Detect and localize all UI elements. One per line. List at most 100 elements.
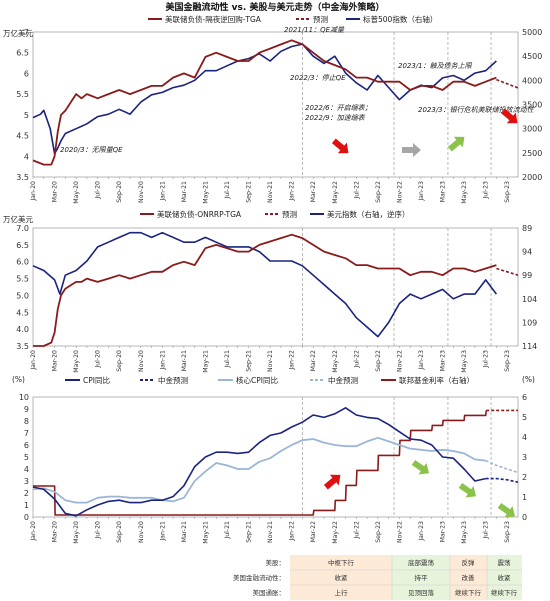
p2-plot-area <box>32 227 519 347</box>
x-tick-label: Sep-21 <box>246 521 253 543</box>
p1-x-ticks: Jan-20 Mar-20 May-20 Jul-20 Sep-20 Nov-20 Jan-… <box>30 177 511 204</box>
series-line-liquidity <box>33 233 497 347</box>
y-tick-label-left: 6.5 <box>16 241 29 250</box>
x-tick-label: Nov-20 <box>138 350 145 372</box>
y-tick-label-left: 5 <box>24 453 29 462</box>
p1-ann-debt-ceiling: 2023/1：触及债务上限 <box>398 62 473 70</box>
p1-ann-qe-taper: 2021/11：QE减量 <box>284 26 345 34</box>
x-tick-label: Jan-22 <box>289 181 296 202</box>
y-tick-label-right: 99 <box>522 271 532 280</box>
x-tick-label: Jul-22 <box>353 350 360 369</box>
p2-legend-dxy: 美元指数（右轴，逆序） <box>327 209 410 219</box>
y-tick-label-right: 94 <box>522 248 532 257</box>
x-tick-label: Sep-23 <box>504 350 511 372</box>
x-tick-label: Mar-21 <box>181 350 188 371</box>
x-tick-label: Sep-22 <box>375 181 382 203</box>
x-tick-label: Sep-21 <box>246 350 253 372</box>
y-tick-label-right: 3 <box>522 453 527 462</box>
y-tick-label-right: 4 <box>522 433 527 442</box>
y-tick-label-right: 2000 <box>522 173 542 182</box>
x-tick-label: Jan-23 <box>418 350 425 371</box>
y-tick-label-right: 3000 <box>522 125 542 134</box>
table-row-label-inflation: 美国通胀： <box>253 588 286 597</box>
x-tick-label: Jan-20 <box>30 521 37 542</box>
x-tick-label: Sep-20 <box>116 350 123 372</box>
y-tick-label-right: 2500 <box>522 149 542 158</box>
p3-x-ticks: Jan-20 Mar-20 May-20 Jul-20 Sep-20 Nov-20 Jan-… <box>30 517 511 544</box>
y-tick-label-left: 2 <box>24 489 29 498</box>
x-tick-label: Nov-20 <box>138 521 145 543</box>
y-tick-label-left: 9 <box>24 405 29 414</box>
p3-plot-area <box>32 396 519 518</box>
x-tick-label: Mar-22 <box>310 350 317 371</box>
y-tick-label-left: 7 <box>24 429 29 438</box>
p1-event-lines <box>302 32 492 177</box>
panel-2-legend: 美联储负债-ONRRP-TGA 预测 美元指数（右轴，逆序） <box>140 209 410 219</box>
x-tick-label: Jan-21 <box>159 350 166 371</box>
chart-title: 美国金融流动性 vs. 美股与美元走势（中金海外策略） <box>166 1 385 13</box>
x-tick-label: Sep-20 <box>116 181 123 203</box>
p3-legend-cpi: CPI同比 <box>83 375 110 385</box>
series-line-dxy <box>32 231 498 338</box>
table-cell: 持平 <box>415 573 429 582</box>
x-tick-label: Mar-22 <box>310 181 317 202</box>
table-cell: 继续下行 <box>491 588 518 597</box>
x-tick-label: Mar-23 <box>440 521 447 542</box>
y-tick-label-left: 4 <box>24 465 29 474</box>
series-line-core-cpi-forecast <box>485 459 519 474</box>
p3-legend-cpi-forecast: 中金预测 <box>158 375 188 385</box>
y-tick-label-left: 6 <box>24 441 29 450</box>
x-tick-label: Mar-21 <box>181 181 188 202</box>
x-tick-label: May-23 <box>461 521 468 544</box>
p1-ann-stop-qe: 2022/3：停止QE <box>290 74 346 82</box>
y-tick-label-left: 6.0 <box>16 258 29 267</box>
y-tick-label-left: 8 <box>24 417 29 426</box>
x-tick-label: Jan-21 <box>159 521 166 542</box>
x-tick-label: Jan-20 <box>30 350 37 371</box>
y-tick-label-left: 3.5 <box>16 173 29 182</box>
p1-arrow-flat-grey <box>402 143 421 157</box>
p3-ylabel-right: (%) <box>522 375 535 384</box>
y-tick-label-right: 104 <box>522 295 537 304</box>
x-tick-label: Jan-20 <box>30 181 37 202</box>
x-tick-label: Mar-20 <box>52 181 59 202</box>
series-line-liquidity-forecast <box>496 78 519 89</box>
x-tick-label: Sep-23 <box>504 181 511 203</box>
x-tick-label: May-20 <box>73 521 80 544</box>
p2-event-lines <box>302 228 492 346</box>
x-tick-label: Jul-21 <box>224 181 231 200</box>
p1-legend-forecast: 预测 <box>313 14 328 24</box>
p3-y-ticks-right: 0 1 2 3 4 5 6 <box>522 393 527 522</box>
table-cell: 中枢下行 <box>328 558 355 567</box>
x-tick-label: Jan-22 <box>289 521 296 542</box>
y-tick-label-left: 7 <box>24 28 29 37</box>
p1-ylabel: 万亿美元 <box>3 28 33 38</box>
y-tick-label-right: 1 <box>522 493 527 502</box>
y-tick-label-left: 4.0 <box>16 325 29 334</box>
y-tick-label-left: 7.0 <box>16 224 29 233</box>
series-line-liquidity <box>32 39 497 166</box>
p1-series <box>32 39 519 166</box>
x-tick-label: Jan-23 <box>418 181 425 202</box>
table-cell: 见顶回落 <box>408 588 435 597</box>
p1-y-ticks-left: 3.5 4 4.5 5 5.5 6 6.5 7 <box>16 28 29 182</box>
panel-3: (%) (%) CPI同比 中金预测 核心CPI同比 中金预测 联邦基金利率（右… <box>12 375 535 544</box>
y-tick-label-right: 3500 <box>522 101 542 110</box>
y-tick-label-left: 3.5 <box>16 342 29 351</box>
panel-2: 美联储负债-ONRRP-TGA 预测 美元指数（右轴，逆序） 万亿美元 3.5 4… <box>3 209 537 373</box>
x-tick-label: Jan-21 <box>159 181 166 202</box>
x-tick-label: Jul-20 <box>95 521 102 540</box>
x-tick-label: Nov-22 <box>396 181 403 203</box>
p3-arrow-up-red <box>323 474 341 490</box>
p1-legend-liquidity: 美联储负债-隔夜逆回购-TGA <box>165 14 262 24</box>
x-tick-label: Nov-21 <box>267 521 274 543</box>
x-tick-label: Jul-20 <box>95 350 102 369</box>
p3-event-lines <box>302 397 492 517</box>
table-row-label-stocks: 美股： <box>266 558 286 567</box>
y-tick-label-left: 10 <box>19 393 29 402</box>
x-tick-label: May-22 <box>332 521 339 544</box>
p2-series <box>32 231 519 347</box>
x-tick-label: Nov-22 <box>396 350 403 372</box>
panel-1: 美联储负债-隔夜逆回购-TGA 预测 标普500指数（右轴） 万亿美元 3.5 4… <box>3 14 542 204</box>
x-tick-label: Mar-20 <box>52 350 59 371</box>
